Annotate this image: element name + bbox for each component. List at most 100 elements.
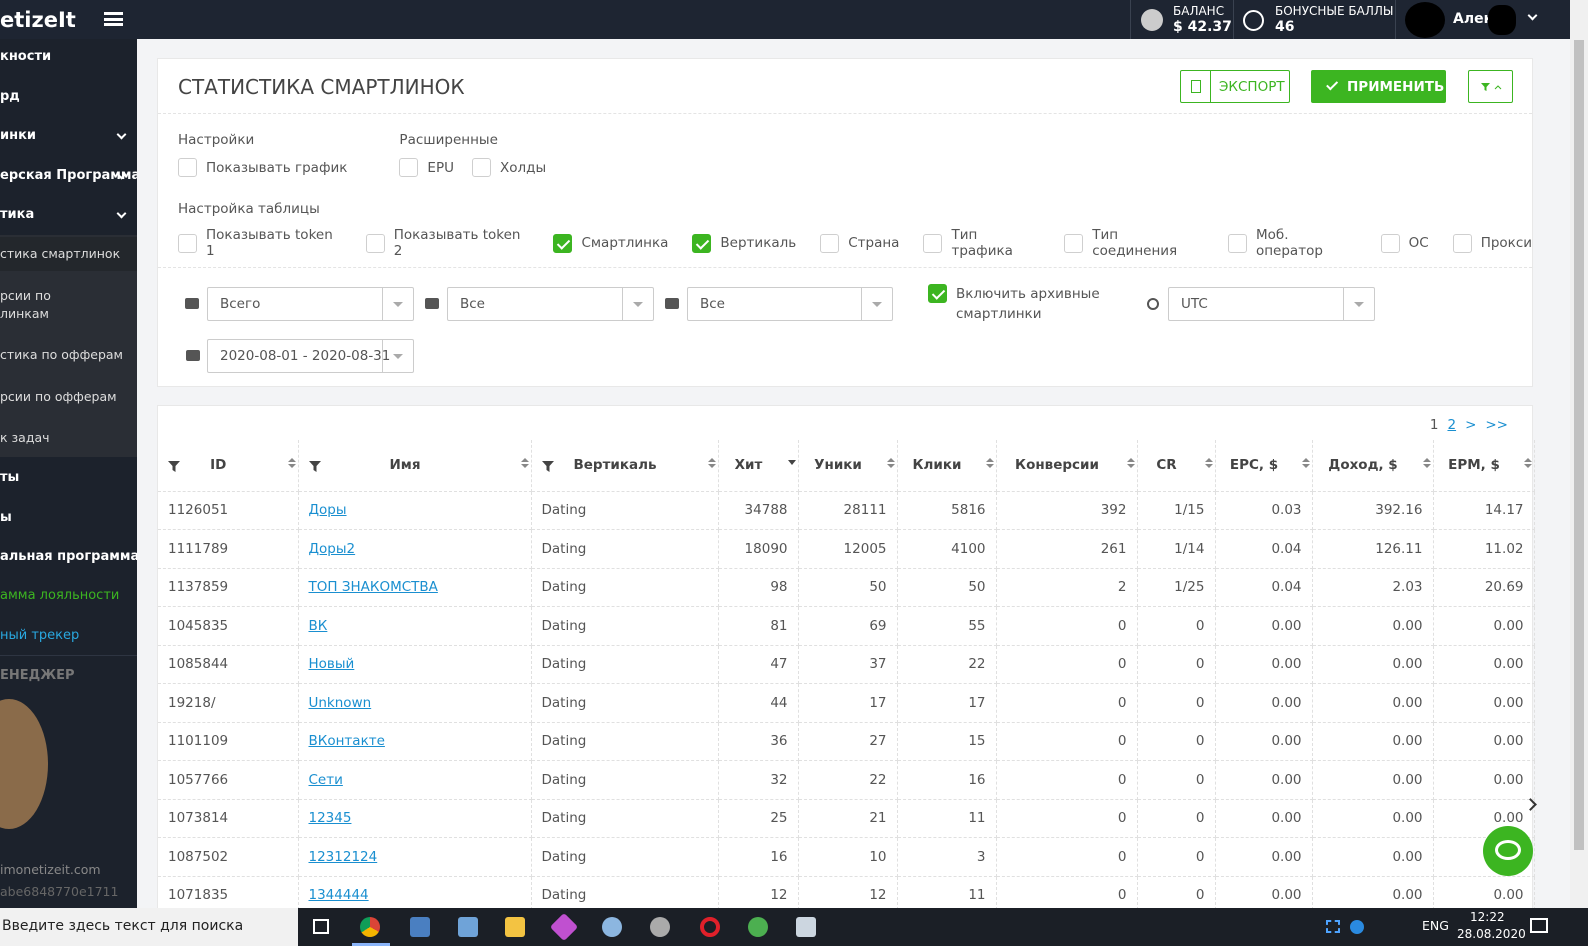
menu-item[interactable]: альная программа: [0, 549, 137, 564]
menu-item[interactable]: амма лояльности: [0, 588, 137, 603]
checkbox-option[interactable]: Смартлинка: [553, 233, 668, 253]
chrome-icon[interactable]: [360, 917, 380, 937]
page-link[interactable]: >: [1465, 417, 1477, 433]
column-header[interactable]: ID: [158, 440, 299, 492]
checkbox-option[interactable]: Тип соединения: [1064, 227, 1204, 259]
smartlink-name[interactable]: 12312124: [308, 848, 378, 865]
menu-item[interactable]: рсии по офферам: [0, 388, 137, 406]
utorrent-icon[interactable]: [748, 917, 768, 937]
smartlink-name[interactable]: Доры: [308, 502, 347, 519]
checkbox[interactable]: [553, 233, 573, 253]
checkbox[interactable]: [178, 233, 197, 253]
column-filter[interactable]: [308, 460, 321, 476]
column-header[interactable]: Вертикаль: [531, 440, 719, 492]
select[interactable]: Все: [687, 287, 893, 321]
checkbox[interactable]: [1227, 233, 1247, 253]
menu-item[interactable]: инки: [0, 128, 137, 143]
checkbox[interactable]: [365, 233, 385, 253]
column-header[interactable]: EPC, $: [1215, 440, 1313, 492]
menu-item[interactable]: тика: [0, 207, 137, 222]
menu-item[interactable]: ерская Программа: [0, 168, 137, 183]
checkbox-option[interactable]: Моб. оператор: [1227, 227, 1357, 259]
task-view[interactable]: [313, 919, 329, 934]
checkbox[interactable]: [928, 284, 947, 303]
checkbox-option[interactable]: ОС: [1380, 233, 1429, 253]
select[interactable]: Все: [447, 287, 654, 321]
select[interactable]: UTC: [1168, 287, 1375, 321]
menu-item[interactable]: рд: [0, 89, 137, 104]
notifications[interactable]: [1530, 918, 1548, 933]
paint-icon[interactable]: [602, 917, 622, 937]
app-icon[interactable]: [650, 917, 670, 937]
column-header[interactable]: Уники: [798, 440, 898, 492]
checkbox[interactable]: [1380, 233, 1400, 253]
page-link[interactable]: 1: [1429, 417, 1439, 433]
table-cell: 0: [996, 606, 1138, 646]
smartlink-name[interactable]: Сети: [308, 771, 343, 788]
cell-value: 0: [1195, 848, 1205, 865]
search-box[interactable]: Введите здесь текст для поиска: [0, 908, 298, 946]
filter-toggle[interactable]: [1468, 70, 1513, 103]
app-icon[interactable]: [410, 917, 430, 937]
smartlink-name[interactable]: 12345: [308, 810, 352, 827]
select[interactable]: Всего: [207, 287, 414, 321]
checkbox-option[interactable]: Тип трафика: [923, 227, 1040, 259]
app-icon[interactable]: [458, 917, 478, 937]
scrollbar[interactable]: [1570, 0, 1588, 908]
explorer-icon[interactable]: [505, 917, 525, 937]
checkbox[interactable]: [692, 233, 712, 253]
column-header[interactable]: Имя: [298, 440, 532, 492]
checkbox[interactable]: [1452, 233, 1472, 253]
checkbox-option[interactable]: Страна: [820, 233, 899, 253]
apply-button[interactable]: ПРИМЕНИТЬ: [1311, 70, 1446, 103]
smartlink-name[interactable]: ВКонтакте: [308, 733, 385, 750]
column-filter[interactable]: [168, 460, 180, 476]
column-header[interactable]: Хит: [718, 440, 799, 492]
checkbox-option[interactable]: Показывать token 1: [178, 227, 342, 259]
menu-item[interactable]: ы: [0, 510, 137, 525]
checkbox-option[interactable]: EPU: [399, 158, 454, 177]
menu-item[interactable]: рсии по линкам: [0, 287, 137, 323]
checkbox-option[interactable]: Включить архивные смартлинки: [928, 284, 1100, 324]
column-header[interactable]: Клики: [897, 440, 997, 492]
checkbox-option[interactable]: Вертикаль: [692, 233, 796, 253]
menu-toggle[interactable]: [104, 12, 123, 26]
checkbox[interactable]: [1064, 233, 1084, 253]
menu-item[interactable]: стика смартлинок: [0, 246, 137, 261]
checkbox[interactable]: [471, 158, 491, 177]
checkbox-option[interactable]: Показывать token 2: [365, 227, 530, 259]
menu-item[interactable]: ный трекер: [0, 628, 137, 643]
opera-icon[interactable]: [700, 917, 720, 937]
menu-item[interactable]: ты: [0, 470, 137, 485]
smartlink-name[interactable]: 1344444: [308, 887, 369, 904]
smartlink-name[interactable]: Unknown: [308, 694, 372, 711]
menu-item[interactable]: кности: [0, 49, 137, 64]
app-icon[interactable]: [796, 917, 816, 937]
smartlink-name[interactable]: Доры2: [308, 540, 356, 557]
column-header[interactable]: EPM, $: [1433, 440, 1535, 492]
checkbox-option[interactable]: Холды: [471, 158, 546, 177]
checkbox[interactable]: [178, 158, 197, 177]
chat-button[interactable]: [1483, 826, 1533, 876]
checkbox-option[interactable]: Показывать график: [178, 158, 347, 177]
lang[interactable]: ENG: [1422, 918, 1449, 933]
export-button[interactable]: ЭКСПОРТ: [1180, 70, 1290, 103]
page-link[interactable]: 2: [1447, 417, 1457, 433]
smartlink-name[interactable]: ВК: [308, 617, 328, 634]
menu-item[interactable]: стика по офферам: [0, 346, 137, 364]
page-link[interactable]: >>: [1485, 417, 1508, 433]
table-row: 1057766 Сети Dating 32 22 16 0 0 0.00 0.00 0.00: [158, 760, 1535, 800]
column-header[interactable]: Доход, $: [1312, 440, 1434, 492]
checkbox-option[interactable]: Прокси: [1452, 233, 1532, 253]
smartlink-name[interactable]: Новый: [308, 656, 355, 673]
select[interactable]: 2020-08-01 - 2020-08-31: [207, 339, 414, 373]
checkbox[interactable]: [399, 158, 419, 177]
checkbox[interactable]: [923, 233, 943, 253]
smartlink-name[interactable]: ТОП ЗНАКОМСТВА: [308, 579, 438, 596]
column-header[interactable]: CR: [1137, 440, 1216, 492]
menu-item[interactable]: к задач: [0, 429, 137, 447]
app-icon[interactable]: [549, 912, 579, 942]
column-header[interactable]: Конверсии: [996, 440, 1138, 492]
column-filter[interactable]: [541, 460, 554, 476]
checkbox[interactable]: [820, 233, 840, 253]
